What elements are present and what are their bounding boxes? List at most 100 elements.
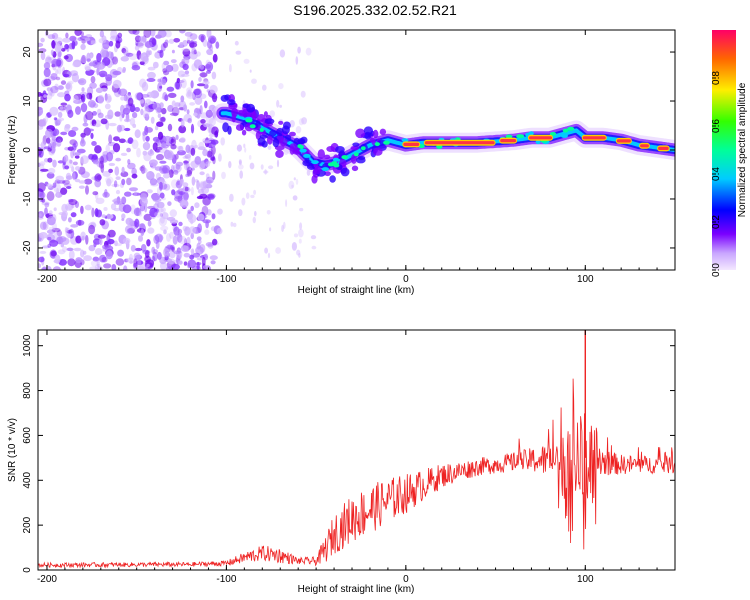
noise-blob xyxy=(124,118,131,123)
noise-blob xyxy=(190,167,195,171)
noise-blob xyxy=(157,131,164,140)
noise-blob xyxy=(68,199,78,206)
noise-blob xyxy=(118,138,126,144)
noise-blob xyxy=(154,166,163,171)
noise-blob xyxy=(122,204,132,214)
faint-blob xyxy=(293,233,299,238)
noise-blob xyxy=(146,239,151,247)
ridge-blob xyxy=(363,126,373,135)
ridge-blob xyxy=(269,130,277,137)
noise-blob xyxy=(123,94,128,102)
noise-blob xyxy=(156,121,164,127)
ridge-hot-blob xyxy=(245,118,253,123)
noise-blob xyxy=(80,95,85,101)
noise-blob xyxy=(161,142,166,149)
noise-blob xyxy=(63,154,69,162)
noise-blob xyxy=(71,73,79,83)
spectrogram-x-tick-label: 0 xyxy=(403,274,409,285)
noise-blob xyxy=(190,248,195,254)
noise-blob xyxy=(96,258,100,268)
noise-blob xyxy=(53,232,60,241)
faint-blob xyxy=(299,207,304,212)
spectrogram-y-tick-label: -10 xyxy=(22,191,33,206)
noise-blob xyxy=(120,96,125,101)
noise-blob xyxy=(83,250,87,255)
noise-blob xyxy=(180,73,190,77)
noise-blob xyxy=(142,56,149,63)
noise-blob xyxy=(115,157,122,162)
noise-blob xyxy=(146,172,150,177)
noise-blob xyxy=(113,136,120,142)
faint-blob xyxy=(253,189,257,195)
noise-blob xyxy=(84,37,91,42)
faint-blob xyxy=(267,145,272,151)
ridge-blob xyxy=(266,135,273,145)
noise-blob xyxy=(105,176,114,184)
ridge-blob xyxy=(323,154,331,159)
faint-blob xyxy=(276,159,280,168)
noise-blob xyxy=(145,41,153,49)
noise-blob xyxy=(61,210,68,218)
noise-blob xyxy=(196,83,205,87)
noise-blob xyxy=(127,97,134,107)
noise-blob xyxy=(167,123,173,132)
noise-blob xyxy=(149,207,158,218)
noise-blob xyxy=(209,37,216,44)
noise-blob xyxy=(152,197,162,203)
noise-blob xyxy=(131,64,141,71)
ridge-core-red xyxy=(582,136,606,140)
noise-blob xyxy=(75,219,85,226)
page-title: S196.2025.332.02.52.R21 xyxy=(293,2,457,18)
noise-blob xyxy=(168,38,175,44)
noise-blob xyxy=(186,109,190,115)
noise-blob xyxy=(67,80,74,85)
snr-series-line xyxy=(38,378,675,569)
ridge-blob xyxy=(278,120,284,125)
noise-blob xyxy=(194,144,199,149)
ridge-hot-blob xyxy=(321,167,329,172)
noise-blob xyxy=(60,102,68,106)
noise-blob xyxy=(46,183,53,189)
noise-blob xyxy=(86,58,92,62)
noise-blob xyxy=(212,156,216,165)
ridge-blob xyxy=(326,146,336,152)
noise-blob xyxy=(115,40,121,49)
noise-blob xyxy=(83,127,92,136)
noise-blob xyxy=(121,166,125,174)
noise-blob xyxy=(169,219,179,224)
noise-blob xyxy=(159,160,167,164)
ridge-hot-blob xyxy=(383,140,390,145)
noise-blob xyxy=(209,84,218,94)
noise-blob xyxy=(63,104,72,111)
noise-blob xyxy=(72,61,81,68)
noise-blob xyxy=(102,244,109,250)
noise-blob xyxy=(180,118,185,128)
noise-blob xyxy=(116,124,122,133)
noise-blob xyxy=(46,55,51,63)
noise-blob xyxy=(127,137,134,145)
noise-blob xyxy=(163,247,170,257)
noise-blob xyxy=(137,266,145,270)
ridge-core-red xyxy=(640,144,649,148)
faint-blob xyxy=(216,227,223,235)
noise-blob xyxy=(122,237,131,245)
noise-blob xyxy=(63,55,69,60)
ridge-blob xyxy=(289,131,296,137)
noise-blob xyxy=(168,258,175,265)
faint-blob xyxy=(279,104,282,108)
spectrogram-x-axis-label: Height of straight line (km) xyxy=(298,285,415,296)
noise-blob xyxy=(171,100,176,107)
ridge-blob xyxy=(227,125,232,135)
noise-blob xyxy=(114,111,121,117)
noise-blob xyxy=(132,262,139,269)
ridge-blob xyxy=(302,159,313,167)
noise-blob xyxy=(204,100,208,109)
spectrogram-x-tick-label: -100 xyxy=(216,274,236,285)
ridge-core-red xyxy=(403,142,420,146)
noise-blob xyxy=(130,244,136,252)
faint-blob xyxy=(293,177,296,181)
ridge-hot-blob xyxy=(311,160,319,165)
noise-blob xyxy=(38,92,42,97)
noise-blob xyxy=(80,43,86,51)
noise-blob xyxy=(151,246,156,255)
